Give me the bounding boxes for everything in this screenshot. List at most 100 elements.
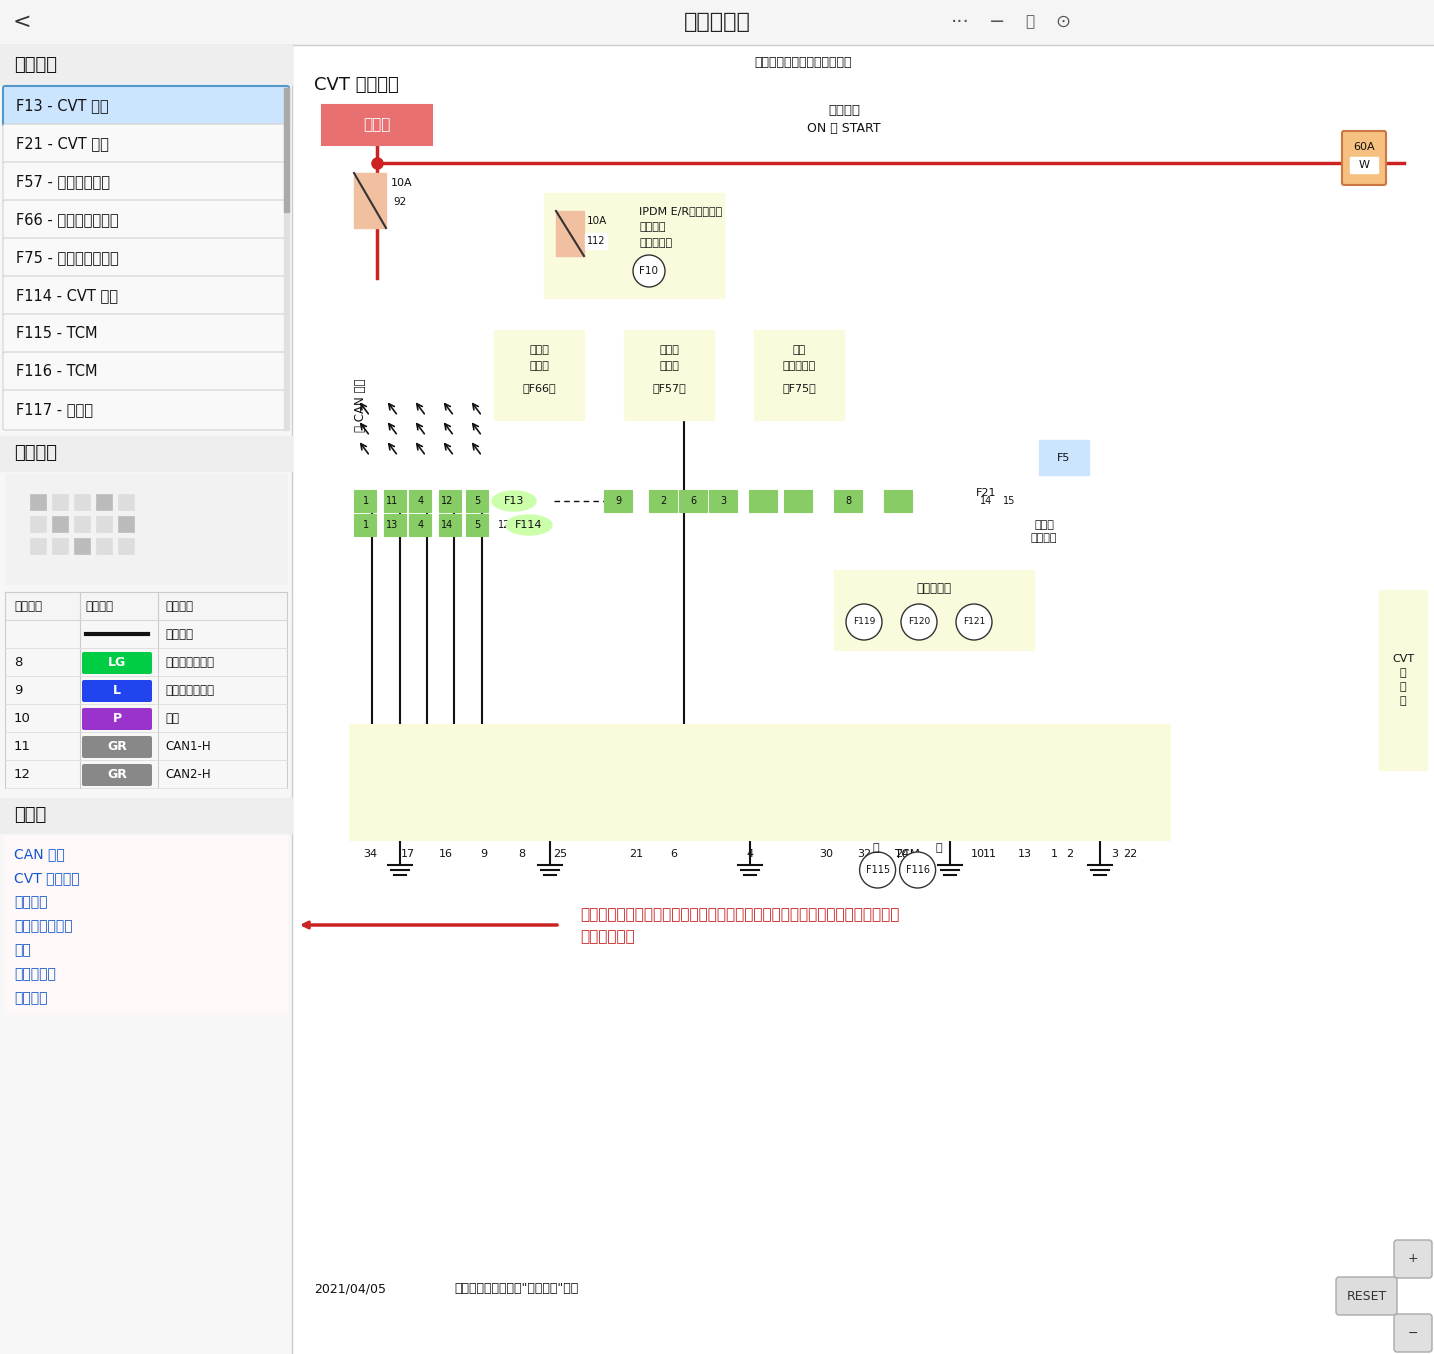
FancyBboxPatch shape [1342, 131, 1387, 185]
Bar [75, 494, 90, 510]
FancyBboxPatch shape [3, 352, 290, 393]
Bar [409, 515, 432, 536]
Text: F121: F121 [962, 617, 985, 627]
Bar [954, 481, 1020, 506]
Text: 4: 4 [747, 849, 753, 858]
Bar [1380, 590, 1427, 770]
Text: CVT
速
比
传: CVT 速 比 传 [1392, 654, 1414, 705]
FancyBboxPatch shape [1394, 1240, 1433, 1278]
Text: F10: F10 [640, 265, 658, 276]
FancyBboxPatch shape [3, 125, 290, 164]
Text: 输入: 输入 [793, 345, 806, 355]
Text: （F75）: （F75） [782, 383, 816, 393]
Circle shape [901, 604, 936, 640]
Ellipse shape [506, 515, 552, 535]
Text: <: < [13, 12, 32, 32]
Text: 线束布置: 线束布置 [14, 895, 47, 909]
Bar [96, 538, 112, 554]
Bar [96, 516, 112, 532]
Text: F75 - 输入转速传感器: F75 - 输入转速传感器 [16, 250, 119, 265]
Text: 点击左下角可跳转至该插头或模块所涉及到的线束位置及电路图系统，点击可以
直接跳转过去: 点击左下角可跳转至该插头或模块所涉及到的线束位置及电路图系统，点击可以 直接跳转… [579, 907, 899, 944]
Bar [708, 490, 737, 512]
Bar [585, 233, 607, 249]
Text: 11: 11 [982, 849, 997, 858]
Text: L: L [113, 684, 120, 696]
Text: 10A: 10A [391, 177, 413, 188]
Text: 点火电源: 点火电源 [14, 991, 47, 1005]
Text: 3: 3 [1111, 849, 1119, 858]
Bar [556, 211, 584, 256]
Text: F21 - CVT 单元: F21 - CVT 单元 [16, 137, 109, 152]
Text: ＊: ＊ [935, 844, 942, 853]
Text: F115 - TCM: F115 - TCM [16, 326, 98, 341]
Bar [354, 515, 376, 536]
FancyBboxPatch shape [3, 200, 290, 240]
Bar [624, 330, 714, 420]
Text: 电源: 电源 [14, 942, 30, 957]
Text: 11: 11 [386, 496, 399, 506]
Text: 蓄电池电源: 蓄电池电源 [14, 967, 56, 982]
FancyBboxPatch shape [82, 764, 152, 787]
Bar [284, 88, 290, 431]
Bar [4, 474, 287, 584]
Text: 9: 9 [14, 684, 23, 696]
Text: 部分，了解整个电源的详情。: 部分，了解整个电源的详情。 [754, 57, 852, 69]
Text: 10A: 10A [587, 217, 607, 226]
FancyBboxPatch shape [3, 314, 290, 353]
Text: 电动机油泵: 电动机油泵 [916, 581, 952, 594]
Text: 接头列表: 接头列表 [14, 56, 57, 74]
Text: （F66）: （F66） [522, 383, 556, 393]
Text: IPDM E/R（智能电源: IPDM E/R（智能电源 [640, 206, 723, 217]
Bar [0, 436, 293, 471]
Bar [30, 516, 46, 532]
Text: 电路交互图: 电路交互图 [684, 12, 750, 32]
Bar [1349, 157, 1378, 173]
Circle shape [899, 852, 935, 888]
Bar [466, 515, 488, 536]
Text: ⊙: ⊙ [1055, 14, 1071, 31]
FancyBboxPatch shape [3, 276, 290, 315]
Text: 13: 13 [1018, 849, 1032, 858]
Bar [75, 538, 90, 554]
Bar [0, 798, 293, 833]
Bar [52, 538, 67, 554]
FancyBboxPatch shape [82, 680, 152, 701]
Text: 主转速: 主转速 [660, 345, 678, 355]
Text: F119: F119 [853, 617, 875, 627]
Bar [354, 490, 376, 512]
Text: 1: 1 [363, 520, 369, 529]
Text: TCM: TCM [895, 848, 921, 861]
Text: F120: F120 [908, 617, 931, 627]
Text: CVT 控制系统: CVT 控制系统 [314, 76, 399, 93]
Bar [4, 835, 287, 1014]
FancyBboxPatch shape [1394, 1313, 1433, 1353]
Circle shape [846, 604, 882, 640]
Text: LG: LG [108, 655, 126, 669]
Text: 从动转速传感器: 从动转速传感器 [165, 684, 214, 696]
Text: 14: 14 [979, 496, 992, 506]
Text: 传感器: 传感器 [529, 362, 549, 371]
FancyBboxPatch shape [82, 708, 152, 730]
Text: 5: 5 [473, 520, 480, 529]
Bar [4, 474, 287, 584]
Text: （F57）: （F57） [652, 383, 685, 393]
Text: F117 - 控制阀: F117 - 控制阀 [16, 402, 93, 417]
Bar [680, 490, 707, 512]
Text: 4: 4 [417, 520, 424, 529]
Text: −: − [989, 12, 1005, 31]
Text: 蓄电池: 蓄电池 [363, 118, 390, 133]
Bar [439, 490, 460, 512]
Text: 2: 2 [1067, 849, 1074, 858]
Text: 60A: 60A [1354, 142, 1375, 152]
Bar [0, 45, 293, 1354]
Text: −: − [1408, 1327, 1418, 1339]
Text: 10: 10 [971, 849, 985, 858]
Text: 3: 3 [720, 496, 726, 506]
Text: 16: 16 [439, 849, 453, 858]
Bar [439, 515, 460, 536]
FancyBboxPatch shape [82, 653, 152, 674]
Bar [650, 490, 677, 512]
Text: 8: 8 [845, 496, 850, 506]
Text: 分配模块: 分配模块 [640, 222, 665, 232]
Text: 30: 30 [819, 849, 833, 858]
